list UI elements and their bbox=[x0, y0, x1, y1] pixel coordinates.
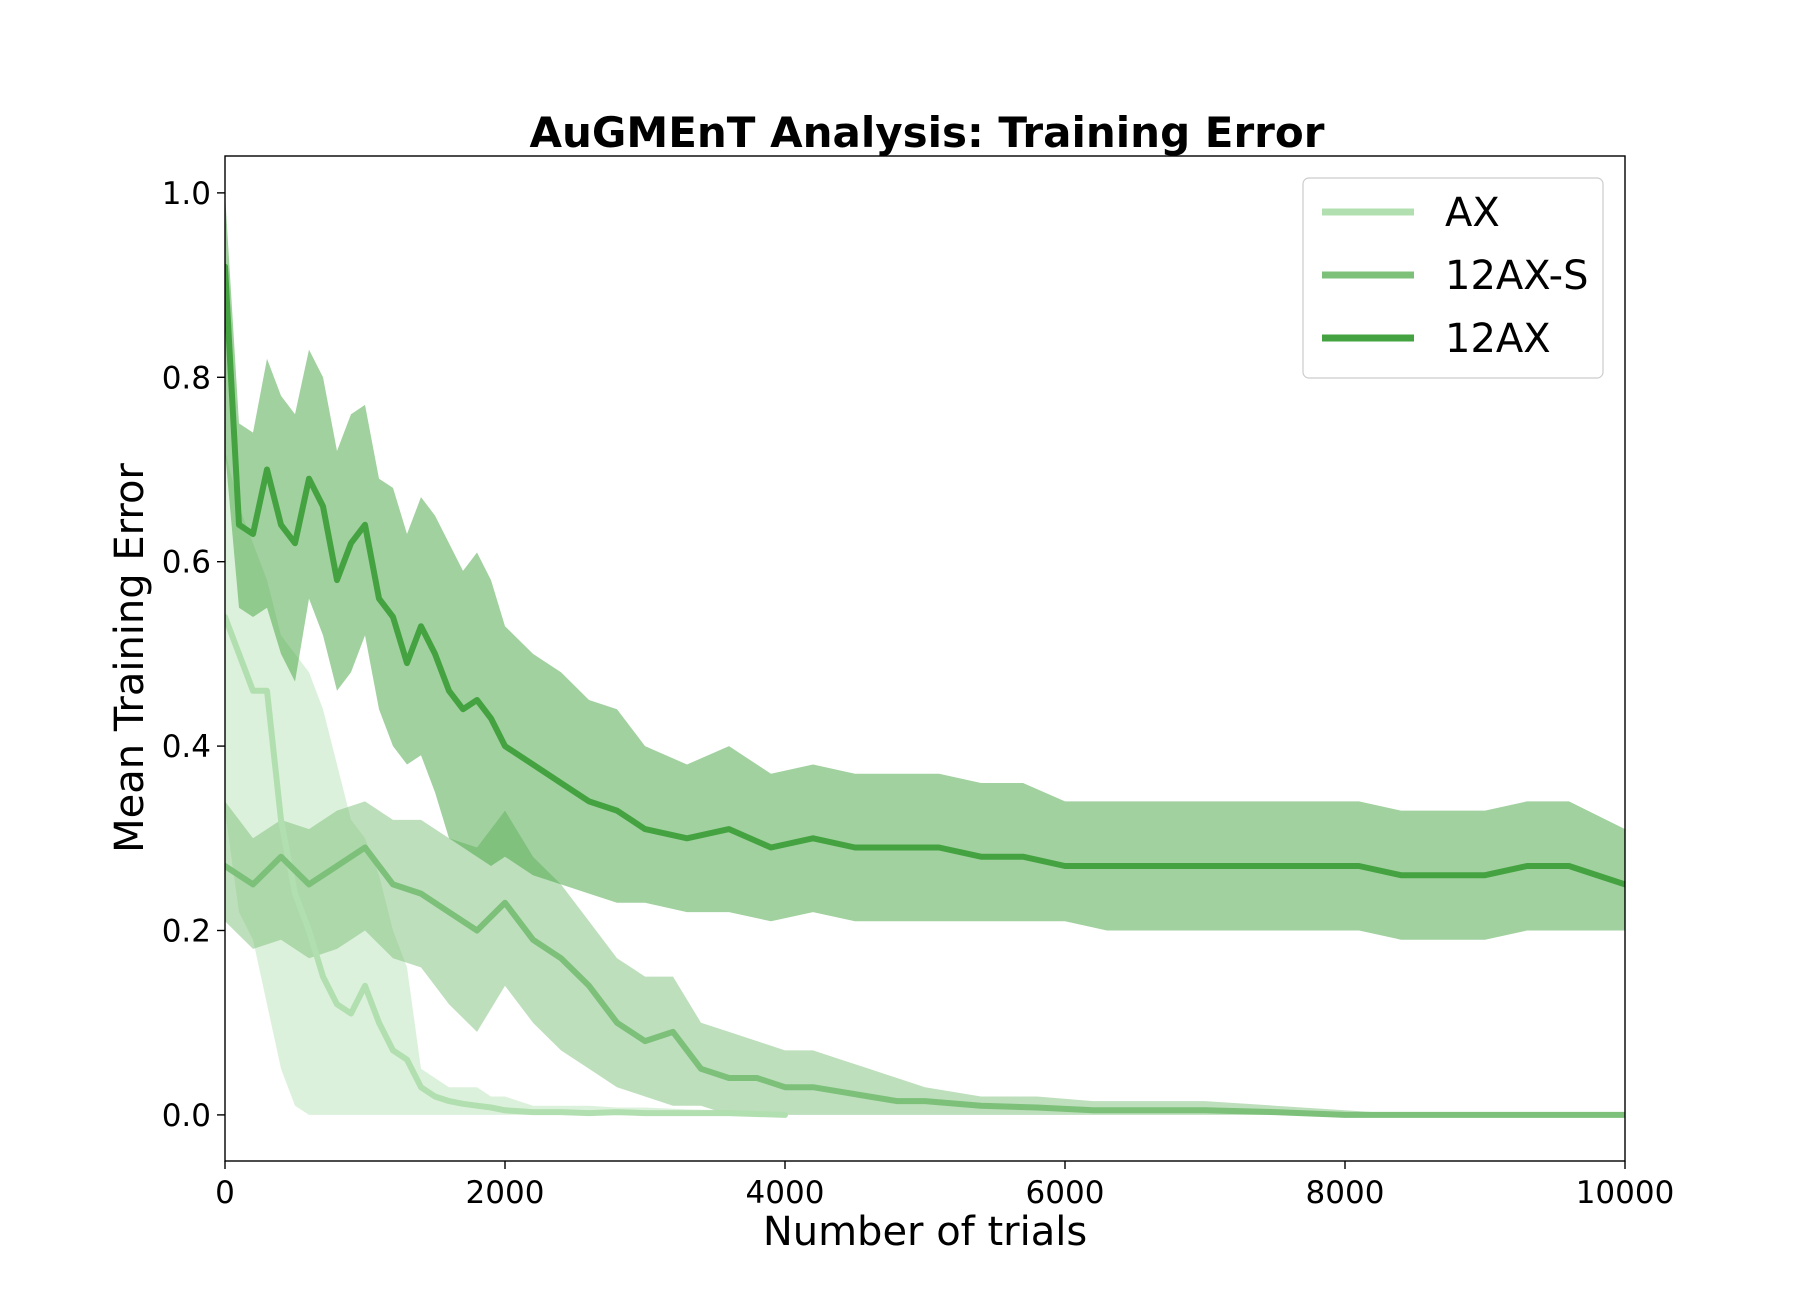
line-12ax-s bbox=[225, 844, 1625, 1118]
line-12ax bbox=[225, 263, 1625, 888]
y-tick-label: 0.4 bbox=[162, 729, 211, 765]
x-tick-label: 4000 bbox=[746, 1175, 825, 1211]
band-ax bbox=[225, 451, 785, 1115]
x-tick-label: 8000 bbox=[1306, 1175, 1385, 1211]
y-tick-label: 0.8 bbox=[162, 360, 211, 396]
plot-area bbox=[225, 192, 1625, 1118]
band-12ax-s bbox=[225, 801, 1625, 1115]
y-tick-label: 0.6 bbox=[162, 545, 211, 581]
y-tick-label: 1.0 bbox=[162, 176, 211, 212]
x-tick-label: 2000 bbox=[466, 1175, 545, 1211]
legend-frame bbox=[1302, 177, 1604, 379]
y-axis-label: Mean Training Error bbox=[107, 463, 153, 853]
chart-title: AuGMEnT Analysis: Training Error bbox=[530, 108, 1325, 157]
y-tick-label: 0.0 bbox=[162, 1098, 211, 1134]
legend-label-ax: AX bbox=[1445, 190, 1500, 236]
x-tick-label: 0 bbox=[215, 1175, 235, 1211]
legend: AX 12AX-S 12AX bbox=[1302, 177, 1604, 379]
x-axis-label: Number of trials bbox=[763, 1209, 1087, 1255]
legend-label-12ax: 12AX bbox=[1445, 316, 1551, 362]
band-12ax bbox=[225, 192, 1625, 940]
plot-frame bbox=[224, 155, 1626, 1162]
x-axis: 0 2000 4000 6000 8000 10000 bbox=[215, 1161, 1674, 1211]
y-axis: 0.0 0.2 0.4 0.6 0.8 1.0 bbox=[162, 176, 225, 1134]
x-tick-label: 10000 bbox=[1576, 1175, 1675, 1211]
y-tick-label: 0.2 bbox=[162, 913, 211, 949]
x-tick-label: 6000 bbox=[1026, 1175, 1105, 1211]
legend-label-12ax-s: 12AX-S bbox=[1445, 253, 1589, 299]
